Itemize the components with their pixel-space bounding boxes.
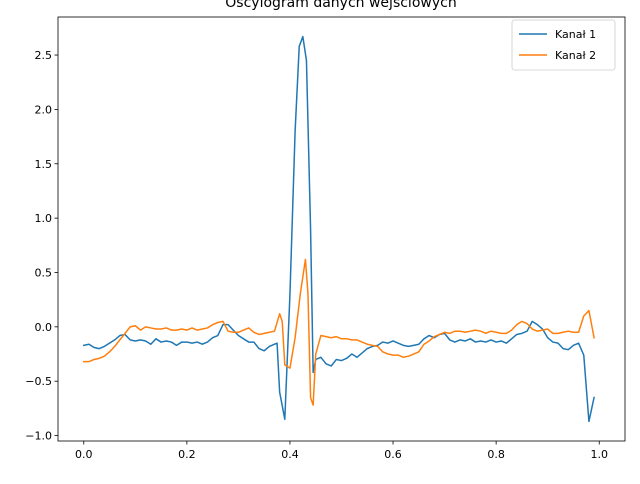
y-tick-label: −0.5 [25,375,52,388]
x-tick-label: 1.0 [590,448,608,461]
y-tick-label: 0.0 [35,321,53,334]
legend: Kanał 1 Kanał 2 [511,19,616,71]
legend-label-2: Kanał 2 [555,49,596,62]
y-tick-label: 1.5 [35,158,53,171]
x-tick-label: 0.0 [75,448,93,461]
legend-box [511,19,616,71]
chart-title: Oscylogram danych wejściowych [225,0,456,11]
plot-area-frame [57,16,626,442]
series-line-2 [83,258,595,406]
x-tick-label: 0.2 [178,448,196,461]
legend-label-1: Kanał 1 [555,28,596,41]
y-tick-label: 2.0 [35,103,53,116]
y-tick-label: 0.5 [35,266,53,279]
x-tick-label: 0.6 [384,448,402,461]
series-layer [82,35,595,423]
y-tick-label: −1.0 [25,430,52,443]
x-axis: 0.0 0.2 0.4 0.6 0.8 1.0 [75,441,608,461]
series-line-1 [82,35,595,423]
x-tick-label: 0.8 [487,448,505,461]
y-tick-label: 2.5 [35,49,53,62]
x-tick-label: 0.4 [281,448,299,461]
y-tick-label: 1.0 [35,212,53,225]
y-axis: −1.0 −0.5 0.0 0.5 1.0 1.5 2.0 2.5 [25,49,58,443]
